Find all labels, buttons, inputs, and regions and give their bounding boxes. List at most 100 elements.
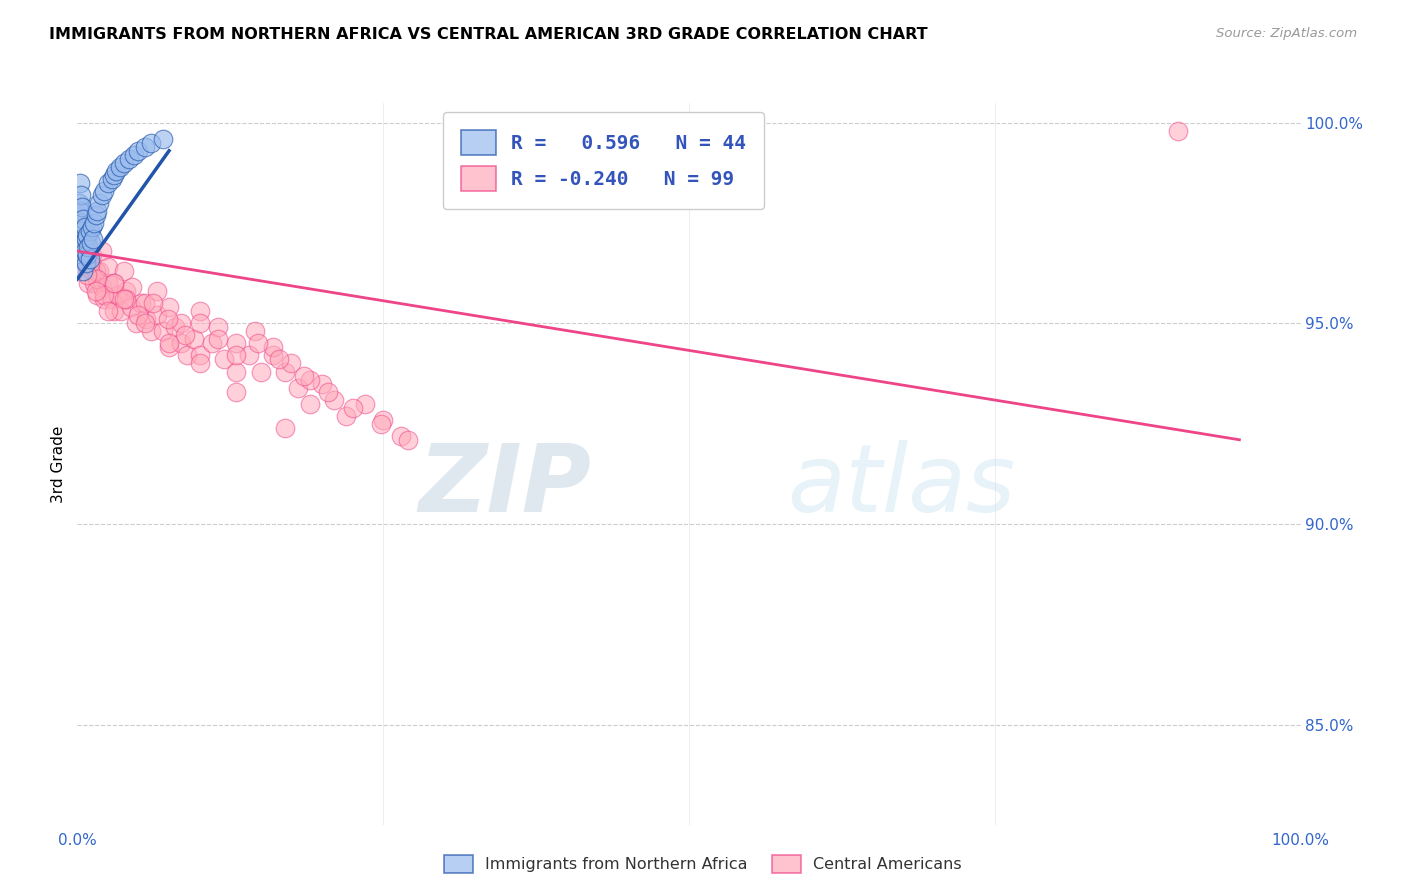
- Point: [72, 212, 94, 227]
- Point: [120, 301, 142, 315]
- Point: [274, 420, 297, 434]
- Point: [93, 184, 115, 198]
- Point: [73, 244, 96, 259]
- Point: [89, 264, 111, 278]
- Point: [225, 384, 247, 399]
- Point: [100, 171, 122, 186]
- Point: [225, 365, 247, 379]
- Point: [353, 397, 375, 411]
- Point: [69, 204, 91, 219]
- Point: [103, 277, 125, 291]
- Point: [280, 357, 302, 371]
- Point: [129, 296, 152, 310]
- Point: [79, 224, 101, 238]
- Point: [121, 280, 143, 294]
- Point: [370, 417, 392, 431]
- Point: [292, 368, 315, 383]
- Text: IMMIGRANTS FROM NORTHERN AFRICA VS CENTRAL AMERICAN 3RD GRADE CORRELATION CHART: IMMIGRANTS FROM NORTHERN AFRICA VS CENTR…: [49, 27, 928, 42]
- Point: [75, 256, 97, 270]
- Point: [72, 240, 94, 254]
- Point: [89, 196, 111, 211]
- Point: [139, 325, 162, 339]
- Point: [146, 309, 169, 323]
- Y-axis label: 3rd Grade: 3rd Grade: [51, 425, 66, 502]
- Point: [188, 317, 211, 331]
- Point: [75, 244, 97, 259]
- Point: [76, 260, 98, 275]
- Point: [70, 224, 93, 238]
- Point: [391, 429, 413, 443]
- Point: [90, 244, 112, 259]
- Point: [73, 220, 96, 235]
- Point: [225, 336, 247, 351]
- Point: [76, 248, 98, 262]
- Point: [262, 349, 284, 363]
- Point: [90, 280, 112, 294]
- Point: [274, 365, 297, 379]
- Point: [335, 409, 357, 423]
- Point: [70, 244, 93, 259]
- Point: [103, 277, 125, 291]
- Point: [93, 293, 115, 307]
- Point: [72, 216, 94, 230]
- Point: [134, 139, 156, 153]
- Point: [110, 304, 132, 318]
- Point: [152, 132, 174, 146]
- Point: [72, 264, 94, 278]
- Point: [72, 236, 94, 251]
- Point: [311, 376, 333, 391]
- Point: [70, 216, 93, 230]
- Point: [70, 188, 93, 202]
- Point: [79, 252, 101, 267]
- Point: [115, 293, 138, 307]
- Point: [80, 248, 103, 262]
- Legend: R =   0.596   N = 44, R = -0.240   N = 99: R = 0.596 N = 44, R = -0.240 N = 99: [443, 112, 763, 209]
- Point: [323, 392, 346, 407]
- Point: [86, 204, 108, 219]
- Point: [84, 264, 107, 278]
- Point: [125, 317, 148, 331]
- Point: [176, 349, 198, 363]
- Point: [112, 264, 135, 278]
- Point: [84, 208, 107, 222]
- Point: [188, 304, 211, 318]
- Point: [287, 381, 309, 395]
- Point: [269, 352, 291, 367]
- Point: [82, 232, 104, 246]
- Point: [80, 220, 103, 235]
- Point: [250, 365, 273, 379]
- Point: [298, 397, 321, 411]
- Point: [86, 288, 108, 302]
- Point: [342, 401, 364, 415]
- Point: [107, 288, 129, 302]
- Point: [97, 176, 120, 190]
- Point: [86, 272, 108, 286]
- Point: [100, 293, 122, 307]
- Point: [142, 296, 165, 310]
- Point: [157, 336, 180, 351]
- Point: [70, 236, 93, 251]
- Point: [298, 372, 321, 386]
- Point: [146, 285, 169, 299]
- Point: [79, 256, 101, 270]
- Point: [183, 333, 205, 347]
- Point: [165, 320, 187, 334]
- Point: [105, 164, 128, 178]
- Point: [112, 293, 135, 307]
- Legend: Immigrants from Northern Africa, Central Americans: Immigrants from Northern Africa, Central…: [437, 848, 969, 880]
- Point: [188, 357, 211, 371]
- Text: atlas: atlas: [787, 440, 1015, 531]
- Point: [371, 413, 394, 427]
- Point: [80, 264, 103, 278]
- Point: [225, 349, 247, 363]
- Point: [127, 309, 149, 323]
- Point: [127, 144, 149, 158]
- Point: [122, 148, 145, 162]
- Point: [188, 349, 211, 363]
- Point: [1167, 123, 1189, 137]
- Point: [76, 228, 98, 243]
- Text: Source: ZipAtlas.com: Source: ZipAtlas.com: [1216, 27, 1357, 40]
- Point: [201, 336, 224, 351]
- Point: [115, 285, 138, 299]
- Point: [118, 152, 141, 166]
